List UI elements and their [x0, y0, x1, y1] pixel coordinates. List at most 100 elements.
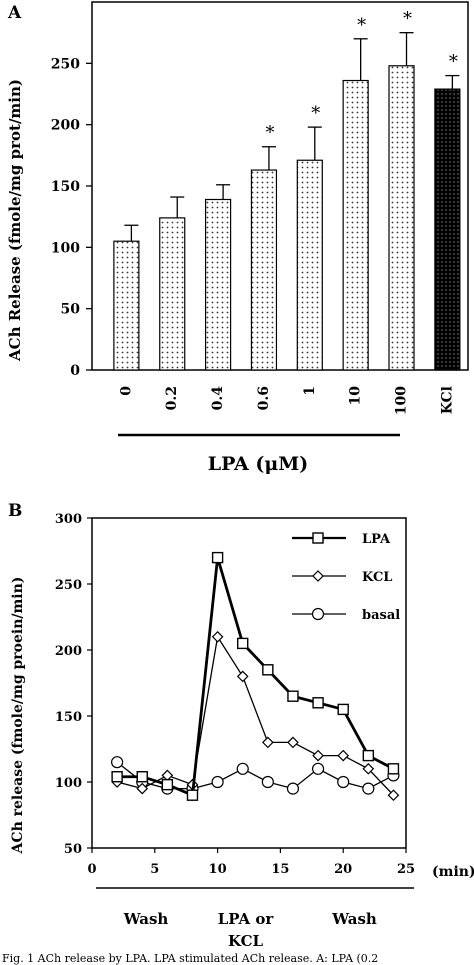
- x-tick-label: 10: [209, 862, 227, 877]
- square-marker: [387, 763, 400, 775]
- panel-a-bar-chart: A 0 50 100 150 200 250 * * * * * 0 0.2 0.4 0.6 1 10 100…: [6, 1, 469, 475]
- series-lpa: [111, 551, 400, 801]
- panel-b-label: B: [8, 501, 22, 521]
- diamond-marker: [211, 630, 224, 643]
- diamond-marker: [387, 789, 400, 802]
- bar: [250, 169, 278, 371]
- x-tick-label: 0.6: [256, 386, 272, 410]
- diamond-marker: [312, 749, 324, 762]
- y-tick-label: 50: [64, 842, 82, 857]
- diamond-marker: [136, 782, 149, 795]
- square-marker: [337, 703, 349, 716]
- x-tick-label: 25: [397, 862, 415, 877]
- series-line: [116, 761, 394, 790]
- square-marker: [161, 778, 174, 791]
- significance-marker: *: [449, 52, 458, 73]
- x-tick-label: 15: [271, 862, 289, 877]
- x-tick-label: 20: [334, 862, 352, 877]
- diamond-marker: [261, 736, 274, 749]
- panel-b-x-axis-label: (min): [432, 864, 474, 880]
- legend-label: LPA: [362, 532, 391, 547]
- significance-marker: *: [265, 123, 274, 144]
- y-tick-label: 150: [55, 710, 82, 725]
- significance-marker: *: [403, 9, 412, 30]
- y-tick-label: 0: [70, 363, 80, 379]
- panel-a-axes: 0 50 100 150 200 250: [51, 1, 469, 379]
- panel-b-phase-labels: Wash LPA or KCL Wash: [96, 887, 414, 950]
- y-tick-label: 200: [51, 118, 80, 134]
- panel-b-series: [111, 551, 400, 802]
- x-tick-label: 0.2: [164, 386, 180, 410]
- panel-b-axes: 50 100 150 200 250 300 0 5 10 15 20 25: [55, 512, 415, 877]
- diamond-marker: [337, 749, 350, 762]
- circle-marker: [311, 607, 325, 621]
- x-tick-label: 10: [348, 386, 364, 406]
- bar: [434, 88, 461, 371]
- bar: [342, 79, 369, 371]
- panel-b-legend: LPA KCL basal: [292, 532, 400, 623]
- legend-label: KCL: [362, 570, 392, 585]
- circle-marker: [211, 775, 224, 789]
- square-marker: [312, 697, 324, 709]
- x-tick-label: 0: [87, 862, 96, 877]
- diamond-marker: [236, 670, 249, 683]
- circle-marker: [286, 782, 300, 795]
- square-marker: [312, 532, 324, 544]
- legend-label: basal: [362, 608, 400, 623]
- diamond-marker: [362, 762, 375, 775]
- diamond-marker: [161, 769, 174, 782]
- panel-a-x-tick-labels: 0 0.2 0.4 0.6 1 10 100 KCl: [118, 386, 455, 415]
- circle-marker: [362, 782, 375, 795]
- panel-a-bars: * * * * *: [113, 9, 461, 371]
- circle-marker: [311, 762, 325, 775]
- bar: [159, 217, 186, 371]
- bar: [388, 65, 415, 371]
- bar: [204, 198, 232, 371]
- bar: [296, 159, 323, 371]
- significance-marker: *: [311, 103, 320, 124]
- circle-marker: [337, 775, 350, 789]
- panel-a-y-axis-label: ACh Release (fmole/mg prot/min): [6, 79, 24, 362]
- x-tick-label: 0: [118, 386, 134, 396]
- square-marker: [111, 771, 123, 783]
- square-marker: [287, 690, 299, 702]
- panel-b-line-chart: B 50 100 150 200 250 300 0 5 10 15 20 25 LPA KCL basa…: [8, 501, 474, 950]
- x-tick-label: 0.4: [210, 386, 226, 411]
- y-tick-label: 50: [61, 302, 81, 318]
- y-tick-label: 150: [51, 179, 80, 195]
- square-marker: [136, 771, 148, 783]
- x-tick-label: 5: [150, 862, 159, 877]
- circle-marker: [261, 775, 274, 789]
- y-tick-label: 250: [51, 56, 80, 72]
- phase-label: LPA or KCL: [218, 910, 275, 950]
- y-tick-label: 200: [55, 644, 82, 659]
- y-tick-label: 250: [55, 578, 82, 593]
- panel-a-x-axis-label: LPA (μM): [208, 453, 309, 475]
- square-marker: [237, 637, 249, 650]
- series-line: [116, 635, 394, 796]
- phase-label: Wash: [123, 910, 169, 928]
- figure-caption-fragment: Fig. 1 ACh release by LPA. LPA stimulate…: [2, 952, 378, 965]
- panel-b-y-axis-label: ACh release (fmole/mg proein/min): [10, 577, 26, 855]
- x-tick-label: KCl: [439, 386, 455, 414]
- y-tick-label: 300: [55, 512, 82, 527]
- phase-label: Wash: [331, 910, 377, 928]
- phase-label-line: KCL: [228, 932, 264, 950]
- diamond-marker: [287, 736, 299, 749]
- circle-marker: [236, 762, 249, 775]
- square-marker: [211, 551, 224, 564]
- significance-marker: *: [357, 15, 366, 36]
- circle-marker: [111, 756, 124, 769]
- phase-label-line: LPA or: [218, 910, 275, 928]
- panel-b-plot-frame: [91, 517, 407, 849]
- square-marker: [186, 789, 199, 801]
- bar: [113, 240, 140, 371]
- diamond-marker: [312, 570, 324, 582]
- square-marker: [262, 664, 274, 676]
- square-marker: [362, 749, 375, 762]
- x-tick-label: 100: [394, 386, 410, 415]
- y-tick-label: 100: [51, 240, 80, 256]
- x-tick-label: 1: [302, 386, 318, 396]
- panel-a-label: A: [7, 3, 22, 23]
